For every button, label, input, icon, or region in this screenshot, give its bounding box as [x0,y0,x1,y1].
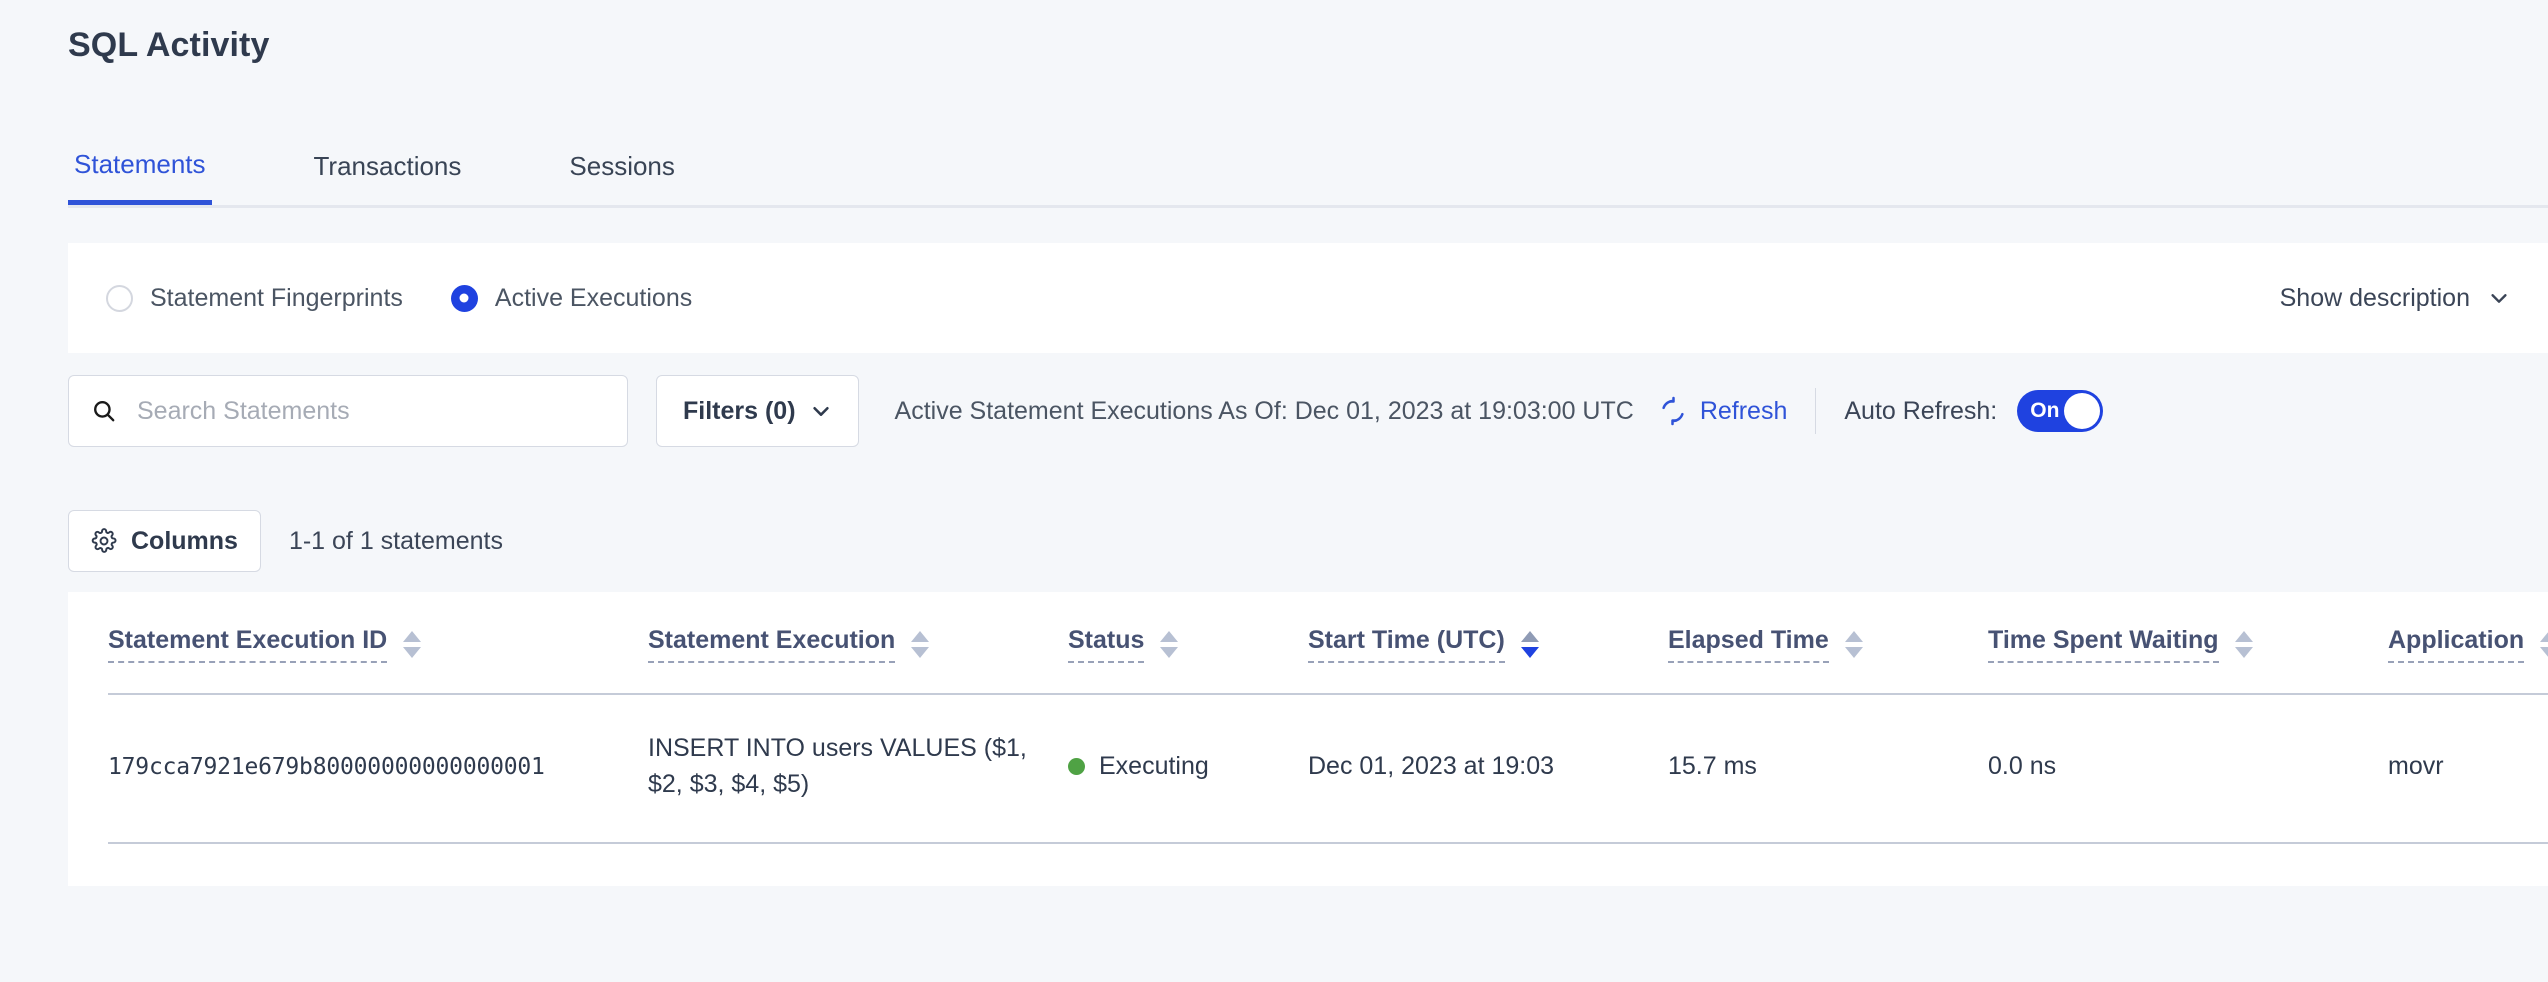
sort-toggle-icon[interactable] [911,631,930,658]
col-header-application[interactable]: Application [2388,592,2548,695]
sort-toggle-icon-active[interactable] [1520,631,1539,658]
cell-execution-id[interactable]: 179cca7921e679b80000000000000001 [108,694,648,844]
gear-icon [91,528,117,554]
col-label: Elapsed Time [1668,626,1829,663]
chevron-down-icon [2488,287,2510,309]
filters-button-label: Filters (0) [683,396,796,425]
tab-sessions[interactable]: Sessions [563,128,681,205]
col-label: Status [1068,626,1145,663]
radio-active-executions-label: Active Executions [494,283,693,312]
search-input[interactable] [135,395,605,427]
cell-status: Executing [1068,694,1308,844]
view-mode-panel: Statement Fingerprints Active Executions… [68,243,2548,353]
page-title: SQL Activity [68,26,270,64]
columns-bar: Columns 1-1 of 1 statements [68,510,503,572]
tab-sessions-label: Sessions [569,151,675,181]
col-header-time-spent-waiting[interactable]: Time Spent Waiting [1988,592,2388,695]
show-description-toggle[interactable]: Show description [2280,284,2510,313]
col-header-statement-execution[interactable]: Statement Execution [648,592,1068,695]
cell-time-spent-waiting: 0.0 ns [1988,694,2388,844]
col-header-status[interactable]: Status [1068,592,1308,695]
status-dot-icon [1068,758,1085,775]
table-row[interactable]: 179cca7921e679b80000000000000001 INSERT … [108,694,2548,844]
col-header-statement-execution-id[interactable]: Statement Execution ID [108,592,648,695]
cell-start-time: Dec 01, 2023 at 19:03 [1308,694,1668,844]
table-body: 179cca7921e679b80000000000000001 INSERT … [108,694,2548,844]
statements-table: Statement Execution ID Statement Executi… [108,592,2548,844]
status-badge: Executing [1099,752,1209,780]
refresh-button[interactable]: Refresh [1658,396,1788,426]
sort-toggle-icon[interactable] [2540,631,2548,658]
refresh-icon [1658,396,1688,426]
sort-toggle-icon[interactable] [403,631,422,658]
cell-statement[interactable]: INSERT INTO users VALUES ($1, $2, $3, $4… [648,694,1068,844]
sort-toggle-icon[interactable] [1844,631,1863,658]
sort-toggle-icon[interactable] [2234,631,2253,658]
as-of-timestamp: Active Statement Executions As Of: Dec 0… [894,396,1634,425]
columns-button[interactable]: Columns [68,510,261,572]
table-header: Statement Execution ID Statement Executi… [108,592,2548,695]
filters-button[interactable]: Filters (0) [656,375,859,447]
col-label: Statement Execution [648,626,896,663]
col-label: Statement Execution ID [108,626,388,663]
tab-transactions-label: Transactions [313,151,462,181]
search-statements-box[interactable] [68,375,628,447]
radio-unchecked-icon [106,284,133,312]
view-mode-radio-group: Statement Fingerprints Active Executions [106,284,740,313]
col-label: Time Spent Waiting [1988,626,2219,663]
toggle-knob [2064,393,2101,429]
statement-text: INSERT INTO users VALUES ($1, $2, $3, $4… [648,734,1027,798]
columns-button-label: Columns [131,526,238,555]
chevron-down-icon [810,400,832,422]
col-label: Start Time (UTC) [1308,626,1505,663]
statements-table-card: Statement Execution ID Statement Executi… [68,592,2548,886]
radio-statement-fingerprints[interactable]: Statement Fingerprints [106,284,403,313]
radio-active-executions[interactable]: Active Executions [450,283,693,313]
result-count: 1-1 of 1 statements [288,526,503,555]
auto-refresh-label: Auto Refresh: [1844,396,1998,425]
tab-transactions[interactable]: Transactions [308,128,468,205]
sort-toggle-icon[interactable] [1160,631,1179,658]
tab-bar: Statements Transactions Sessions [68,128,2548,208]
toolbar-divider [1815,388,1817,434]
show-description-label: Show description [2279,283,2470,312]
radio-checked-icon [450,284,478,312]
cell-elapsed-time: 15.7 ms [1668,694,1988,844]
toolbar: Filters (0) Active Statement Executions … [68,375,2548,447]
col-header-elapsed-time[interactable]: Elapsed Time [1668,592,1988,695]
auto-refresh-toggle[interactable]: On [2017,390,2104,432]
table-header-row: Statement Execution ID Statement Executi… [108,592,2548,695]
auto-refresh-control: Auto Refresh: On [1844,390,2104,432]
col-header-start-time[interactable]: Start Time (UTC) [1308,592,1668,695]
radio-statement-fingerprints-label: Statement Fingerprints [150,283,403,312]
search-icon [91,398,117,424]
auto-refresh-state-label: On [2030,399,2060,422]
tab-statements-label: Statements [74,148,206,179]
col-label: Application [2388,626,2525,663]
tab-statements[interactable]: Statements [68,128,212,205]
cell-application: movr [2388,694,2548,844]
refresh-label: Refresh [1699,396,1788,425]
